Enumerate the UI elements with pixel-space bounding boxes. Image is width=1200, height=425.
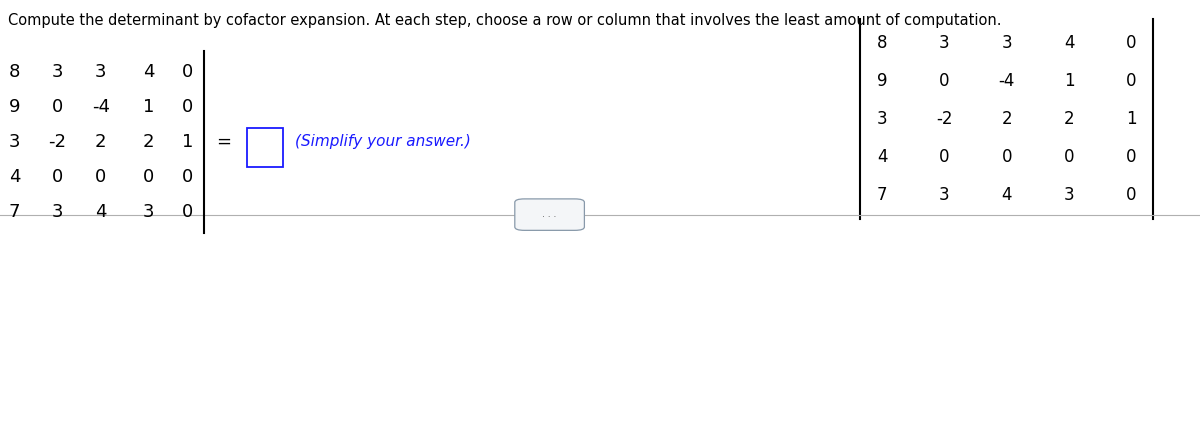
Text: 0: 0 — [52, 98, 64, 116]
Text: 1: 1 — [1127, 110, 1136, 128]
FancyBboxPatch shape — [515, 199, 584, 230]
Text: 9: 9 — [8, 98, 20, 116]
Bar — [247, 128, 283, 167]
Text: 4: 4 — [8, 168, 20, 186]
Text: 3: 3 — [52, 63, 64, 81]
Text: 7: 7 — [877, 187, 887, 204]
Text: 1: 1 — [181, 133, 193, 151]
Text: 2: 2 — [1064, 110, 1074, 128]
Text: 0: 0 — [181, 98, 193, 116]
Text: 0: 0 — [1064, 148, 1074, 166]
Text: 0: 0 — [1127, 34, 1136, 51]
Text: (Simplify your answer.): (Simplify your answer.) — [295, 134, 472, 150]
Text: 0: 0 — [940, 72, 949, 90]
Text: 0: 0 — [181, 168, 193, 186]
Text: 3: 3 — [940, 34, 949, 51]
Text: 7: 7 — [8, 203, 20, 221]
Text: =: = — [216, 133, 230, 151]
Text: 2: 2 — [1002, 110, 1012, 128]
Text: 0: 0 — [143, 168, 155, 186]
Text: -4: -4 — [91, 98, 110, 116]
Text: 3: 3 — [1002, 34, 1012, 51]
Text: 3: 3 — [940, 187, 949, 204]
Text: 1: 1 — [143, 98, 155, 116]
Text: 4: 4 — [143, 63, 155, 81]
Text: 4: 4 — [95, 203, 107, 221]
Text: 8: 8 — [877, 34, 887, 51]
Text: Compute the determinant by cofactor expansion. At each step, choose a row or col: Compute the determinant by cofactor expa… — [8, 13, 1002, 28]
Text: 3: 3 — [8, 133, 20, 151]
Text: 3: 3 — [143, 203, 155, 221]
Text: 4: 4 — [1064, 34, 1074, 51]
Text: 0: 0 — [1002, 148, 1012, 166]
Text: 2: 2 — [95, 133, 107, 151]
Text: . . .: . . . — [542, 210, 557, 219]
Text: -2: -2 — [48, 133, 67, 151]
Text: -4: -4 — [998, 72, 1015, 90]
Text: 3: 3 — [52, 203, 64, 221]
Text: 0: 0 — [1127, 148, 1136, 166]
Text: 0: 0 — [181, 63, 193, 81]
Text: 3: 3 — [877, 110, 887, 128]
Text: 0: 0 — [1127, 72, 1136, 90]
Text: 3: 3 — [1064, 187, 1074, 204]
Text: 0: 0 — [52, 168, 64, 186]
Text: 9: 9 — [877, 72, 887, 90]
Text: 1: 1 — [1064, 72, 1074, 90]
Text: 8: 8 — [8, 63, 20, 81]
Text: 4: 4 — [877, 148, 887, 166]
Text: -2: -2 — [936, 110, 953, 128]
Text: 2: 2 — [143, 133, 155, 151]
Text: 0: 0 — [181, 203, 193, 221]
Text: 0: 0 — [95, 168, 107, 186]
Text: 3: 3 — [95, 63, 107, 81]
Text: 4: 4 — [1002, 187, 1012, 204]
Text: 0: 0 — [940, 148, 949, 166]
Text: 0: 0 — [1127, 187, 1136, 204]
